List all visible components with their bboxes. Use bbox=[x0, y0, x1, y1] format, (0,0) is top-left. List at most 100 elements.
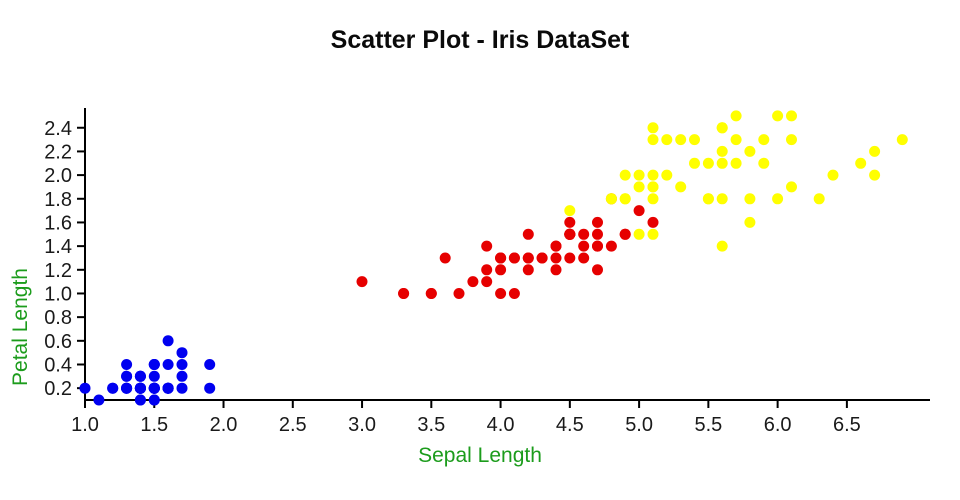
data-point-cluster-red bbox=[495, 252, 507, 264]
data-point-cluster-blue bbox=[162, 359, 174, 370]
data-point-cluster-yellow bbox=[730, 110, 742, 122]
data-point-cluster-red bbox=[564, 228, 576, 240]
data-point-cluster-red bbox=[508, 288, 520, 299]
data-point-cluster-yellow bbox=[786, 110, 797, 122]
data-point-cluster-blue bbox=[176, 347, 188, 359]
data-point-cluster-red bbox=[495, 264, 507, 276]
data-point-cluster-yellow bbox=[744, 216, 756, 228]
data-point-cluster-blue bbox=[148, 359, 160, 370]
data-point-cluster-red bbox=[578, 228, 590, 240]
data-point-cluster-yellow bbox=[619, 193, 631, 205]
data-point-cluster-yellow bbox=[647, 122, 659, 134]
y-tick-label: 2.4 bbox=[44, 118, 72, 140]
y-tick-label: 1.2 bbox=[44, 260, 72, 282]
data-point-cluster-blue bbox=[176, 370, 188, 382]
data-point-cluster-red bbox=[536, 252, 548, 264]
data-point-cluster-red bbox=[425, 288, 437, 299]
data-point-cluster-blue bbox=[134, 394, 146, 406]
data-point-cluster-red bbox=[592, 240, 603, 252]
data-point-cluster-yellow bbox=[675, 181, 687, 193]
x-tick-label: 3.5 bbox=[417, 414, 445, 436]
data-point-cluster-red bbox=[592, 264, 603, 276]
data-point-cluster-yellow bbox=[619, 169, 631, 181]
data-point-cluster-red bbox=[647, 216, 659, 228]
data-point-cluster-red bbox=[481, 276, 493, 288]
y-tick-label: 0.2 bbox=[44, 378, 72, 400]
data-point-cluster-yellow bbox=[702, 157, 714, 169]
data-point-cluster-yellow bbox=[647, 134, 659, 146]
data-point-cluster-yellow bbox=[661, 169, 673, 181]
y-tick-label: 2.0 bbox=[44, 165, 72, 187]
data-point-cluster-yellow bbox=[633, 181, 645, 193]
data-point-cluster-yellow bbox=[716, 145, 728, 157]
x-tick-label: 6.0 bbox=[764, 414, 792, 436]
data-point-cluster-yellow bbox=[869, 169, 881, 181]
data-point-cluster-blue bbox=[162, 382, 174, 394]
x-tick-label: 4.5 bbox=[556, 414, 584, 436]
data-point-cluster-yellow bbox=[716, 122, 728, 134]
data-point-cluster-blue bbox=[79, 382, 91, 394]
axes-layer: 1.0 1.5 2.0 2.5 3.0 3.5 4.0 4.5 5.0 5.5 6.0 6.50.20… bbox=[44, 108, 930, 436]
data-point-cluster-blue bbox=[162, 335, 174, 347]
data-point-cluster-red bbox=[550, 240, 562, 252]
data-point-cluster-yellow bbox=[647, 169, 659, 181]
data-point-cluster-yellow bbox=[855, 157, 867, 169]
data-point-cluster-blue bbox=[148, 370, 160, 382]
data-point-cluster-blue bbox=[134, 382, 146, 394]
data-point-cluster-yellow bbox=[661, 134, 673, 146]
data-point-cluster-yellow bbox=[744, 193, 756, 205]
data-point-cluster-yellow bbox=[647, 228, 659, 240]
data-point-cluster-yellow bbox=[675, 134, 687, 146]
data-point-cluster-red bbox=[550, 252, 562, 264]
data-point-cluster-blue bbox=[121, 382, 133, 394]
data-point-cluster-blue bbox=[176, 359, 188, 370]
data-point-cluster-yellow bbox=[689, 157, 700, 169]
data-point-cluster-red bbox=[522, 228, 534, 240]
x-tick-label: 5.0 bbox=[625, 414, 653, 436]
data-point-cluster-yellow bbox=[786, 134, 797, 146]
data-point-cluster-red bbox=[356, 276, 368, 288]
data-point-cluster-red bbox=[522, 264, 534, 276]
data-point-cluster-red bbox=[398, 288, 410, 299]
data-point-cluster-yellow bbox=[564, 205, 576, 217]
data-point-cluster-red bbox=[550, 264, 562, 276]
y-tick-label: 1.4 bbox=[44, 236, 72, 258]
data-point-cluster-red bbox=[481, 264, 493, 276]
y-tick-label: 1.0 bbox=[44, 283, 72, 305]
data-point-cluster-yellow bbox=[758, 157, 770, 169]
data-point-cluster-red bbox=[564, 252, 576, 264]
data-point-cluster-blue bbox=[204, 359, 216, 370]
x-tick-label: 4.0 bbox=[487, 414, 515, 436]
x-tick-label: 1.5 bbox=[140, 414, 168, 436]
x-axis-label: Sepal Length bbox=[418, 444, 542, 467]
data-point-cluster-blue bbox=[93, 394, 105, 406]
data-point-cluster-yellow bbox=[827, 169, 839, 181]
data-point-cluster-yellow bbox=[647, 181, 659, 193]
data-point-cluster-yellow bbox=[716, 157, 728, 169]
data-point-cluster-yellow bbox=[896, 134, 908, 146]
x-tick-label: 2.0 bbox=[210, 414, 238, 436]
data-point-cluster-blue bbox=[121, 359, 133, 370]
data-point-cluster-red bbox=[564, 216, 576, 228]
data-point-cluster-blue bbox=[134, 370, 146, 382]
y-tick-label: 0.6 bbox=[44, 331, 72, 353]
y-tick-label: 0.8 bbox=[44, 307, 72, 329]
x-tick-label: 5.5 bbox=[694, 414, 722, 436]
data-point-cluster-yellow bbox=[689, 134, 700, 146]
data-point-cluster-yellow bbox=[758, 134, 770, 146]
y-tick-label: 1.8 bbox=[44, 189, 72, 211]
data-point-cluster-red bbox=[605, 240, 617, 252]
data-point-cluster-yellow bbox=[647, 193, 659, 205]
x-tick-label: 6.5 bbox=[833, 414, 861, 436]
x-tick-label: 3.0 bbox=[348, 414, 376, 436]
data-point-cluster-red bbox=[439, 252, 451, 264]
y-tick-label: 1.6 bbox=[44, 212, 72, 234]
y-tick-label: 0.4 bbox=[44, 354, 72, 376]
data-point-cluster-yellow bbox=[772, 193, 784, 205]
data-point-cluster-red bbox=[592, 216, 603, 228]
data-point-cluster-yellow bbox=[702, 193, 714, 205]
data-point-cluster-yellow bbox=[605, 193, 617, 205]
points-layer bbox=[79, 110, 908, 406]
